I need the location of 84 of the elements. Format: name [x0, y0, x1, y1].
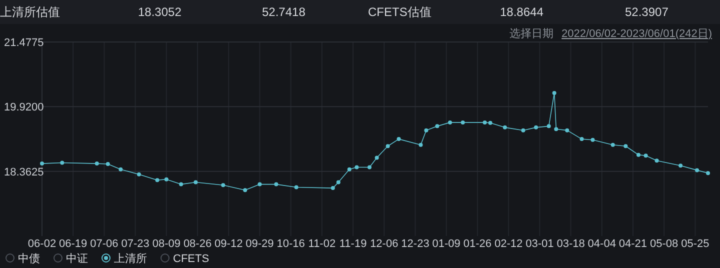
point [706, 171, 710, 176]
point [155, 178, 160, 182]
x-tick-label: 06-02 [28, 238, 56, 250]
text: 上清所估值 [0, 5, 60, 19]
x-tick-label: 01-26 [463, 238, 492, 250]
x-tick-label: 04-04 [588, 238, 616, 250]
point [448, 120, 452, 124]
x-tick-label: 10-16 [276, 238, 305, 250]
point [336, 180, 340, 184]
point [274, 182, 278, 186]
point [118, 167, 123, 172]
point [565, 128, 570, 132]
x-tick-label: 06-19 [59, 238, 88, 250]
point [636, 152, 640, 157]
point [546, 124, 551, 128]
point [368, 165, 372, 170]
point [374, 156, 379, 160]
y-tick-label: 19.9200 [4, 102, 44, 114]
legend-label: 中证 [66, 252, 88, 265]
point [521, 128, 526, 132]
x-tick-label: 01-09 [432, 238, 460, 250]
point [534, 125, 538, 130]
x-tick-label: 02-12 [494, 238, 523, 250]
x-tick-label: 12-23 [401, 238, 430, 250]
x-tick-label: 03-18 [556, 238, 585, 250]
point [347, 167, 352, 172]
text: 2022/06/02-2023/06/01(242日) [562, 28, 712, 40]
legend-label: 上清所 [114, 252, 147, 265]
point [60, 160, 64, 165]
x-tick-label: 09-12 [214, 238, 243, 250]
point [435, 124, 440, 128]
text: CFETS估值 [368, 5, 432, 19]
point [179, 182, 184, 186]
point [258, 182, 262, 186]
y-tick-label: 21.4775 [4, 37, 44, 49]
x-tick-label: 04-21 [618, 238, 648, 250]
point [502, 125, 507, 130]
x-tick-label: 03-01 [526, 238, 554, 250]
text: 52.3907 [625, 5, 669, 19]
point [418, 142, 423, 147]
point [40, 162, 44, 166]
point [695, 168, 700, 172]
point [386, 144, 390, 148]
point [164, 177, 168, 182]
text: 18.3052 [138, 5, 182, 19]
point [554, 127, 558, 132]
x-tick-label: 07-23 [121, 238, 150, 250]
x-tick-label: 05-08 [650, 238, 678, 250]
point [624, 144, 628, 148]
x-tick-label: 08-09 [152, 238, 180, 250]
text: 52.7418 [262, 5, 306, 19]
point [194, 180, 198, 184]
x-tick-label: 07-06 [90, 238, 118, 250]
x-tick-label: 08-26 [183, 238, 212, 250]
point [424, 128, 428, 132]
point [221, 183, 226, 188]
point [136, 172, 141, 176]
point [488, 120, 492, 125]
point [552, 90, 556, 95]
point [610, 142, 615, 147]
point [396, 137, 401, 142]
legend-label: CFETS [173, 253, 210, 265]
point [94, 162, 99, 166]
point [460, 120, 465, 124]
point [106, 162, 110, 166]
y-tick-label: 18.3625 [4, 166, 44, 178]
point [644, 154, 648, 158]
point [482, 120, 487, 124]
x-tick-label: 11-02 [308, 238, 336, 250]
point [580, 137, 584, 142]
x-tick-label: 11-19 [339, 238, 367, 250]
point [678, 164, 683, 168]
point [654, 158, 659, 163]
x-tick-label: 09-29 [246, 238, 274, 250]
text: 选择日期 [510, 27, 554, 40]
point [590, 138, 595, 142]
point [243, 188, 248, 192]
x-tick-label: 12-06 [370, 238, 398, 250]
point [354, 165, 359, 170]
x-tick-label: 05-25 [681, 238, 710, 250]
point [330, 186, 335, 190]
point [294, 185, 298, 190]
legend-label: 中债 [18, 252, 40, 265]
text: 18.8644 [500, 5, 544, 19]
